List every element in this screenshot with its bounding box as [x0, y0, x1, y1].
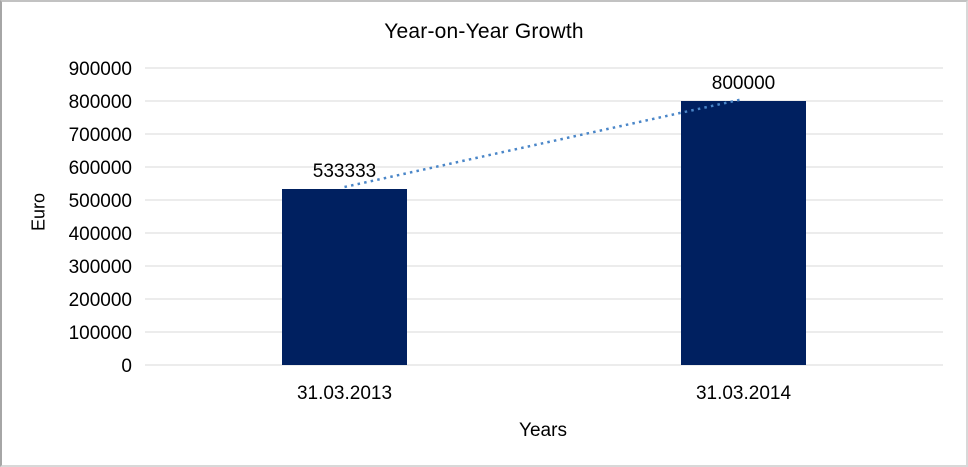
- y-tick-label: 0: [121, 356, 132, 377]
- x-axis-title: Years: [519, 420, 567, 441]
- y-tick-label: 300000: [69, 257, 132, 278]
- x-tick-label: 31.03.2014: [696, 383, 792, 404]
- y-tick-label: 600000: [69, 158, 132, 179]
- trendline: [344, 97, 744, 189]
- chart-title: Year-on-Year Growth: [384, 20, 584, 43]
- y-tick-label: 400000: [69, 224, 132, 245]
- x-tick-label: 31.03.2013: [297, 383, 392, 404]
- y-tick-label: 900000: [69, 59, 132, 80]
- bar-data-label: 533333: [313, 161, 376, 182]
- y-tick-label: 200000: [69, 290, 132, 311]
- y-tick-label: 500000: [69, 191, 132, 212]
- y-tick-label: 800000: [69, 92, 132, 113]
- y-tick-label: 100000: [69, 323, 132, 344]
- y-tick-label: 700000: [69, 125, 132, 146]
- bar-data-label: 800000: [712, 73, 775, 94]
- bar: [681, 101, 806, 365]
- bar: [282, 189, 407, 365]
